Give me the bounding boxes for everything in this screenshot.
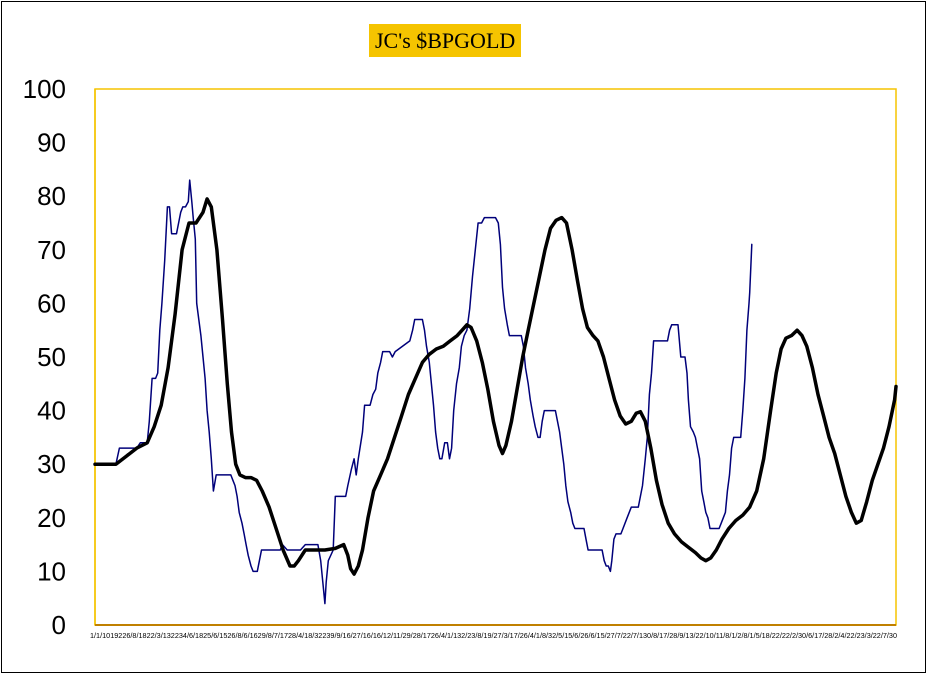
x-axis: 1/1/1019226/8/1822/3/132234/6/1825/6/152… (90, 624, 897, 640)
y-tick-label: 0 (52, 610, 66, 640)
raw-series-line (94, 179, 753, 605)
y-tick-label: 60 (37, 288, 66, 318)
y-tick-label: 40 (37, 396, 66, 426)
y-tick-label: 10 (37, 556, 66, 586)
y-tick-label: 20 (37, 503, 66, 533)
series-layer (93, 179, 898, 605)
y-tick-label: 70 (37, 235, 66, 265)
y-tick-label: 80 (37, 181, 66, 211)
y-tick-label: 90 (37, 128, 66, 158)
chart-title: JC's $BPGOLD (369, 24, 522, 57)
plot-area (94, 88, 897, 626)
y-tick-label: 50 (37, 342, 66, 372)
y-tick-label: 100 (23, 74, 66, 104)
x-tick-labels: 1/1/1019226/8/1822/3/132234/6/1825/6/152… (90, 633, 897, 640)
smoothed-series-line (93, 197, 898, 576)
y-axis: 0 10 20 30 40 50 60 70 80 90 100 (23, 74, 96, 640)
y-tick-label: 30 (37, 449, 66, 479)
plot-border (94, 88, 897, 626)
